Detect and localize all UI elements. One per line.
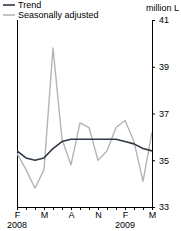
y-tick-mark: [152, 20, 155, 21]
y-tick: 37: [152, 109, 169, 119]
x-tick-label: N: [95, 210, 102, 220]
frame-line: [17, 20, 18, 207]
x-tick: F: [15, 207, 21, 220]
y-axis: 33 35 37 39 41: [152, 15, 169, 212]
x-tick-mark: [80, 207, 81, 210]
y-tick: 41: [152, 15, 169, 25]
y-axis-label: million L: [146, 3, 179, 13]
y-tick-label: 33: [159, 202, 169, 212]
x-tick: M: [41, 207, 49, 220]
x-tick-mark: [116, 207, 117, 210]
x-tick-label: F: [15, 210, 21, 220]
y-tick-mark: [152, 160, 155, 161]
x-axis: FMANFM: [15, 207, 157, 220]
y-tick: 35: [152, 156, 169, 166]
x-tick: F: [123, 207, 129, 220]
x-tick-label: M: [41, 210, 49, 220]
x-tick: [35, 207, 36, 210]
x-tick-mark: [26, 207, 27, 210]
x-tick-label: A: [68, 210, 74, 220]
x-axis-line: [18, 208, 153, 211]
x-tick-mark: [53, 207, 54, 210]
legend-swatch: [3, 14, 15, 16]
legend-swatch: [3, 4, 15, 6]
year-label: 2008: [7, 220, 27, 230]
x-tick-label: M: [149, 210, 157, 220]
y-tick-label: 35: [159, 156, 169, 166]
series-line: [17, 139, 152, 160]
x-tick-mark: [35, 207, 36, 210]
year-labels: 2008 2009: [7, 220, 135, 230]
x-tick: [134, 207, 135, 210]
series-line: [17, 48, 152, 188]
x-tick: [116, 207, 117, 210]
x-tick-mark: [107, 207, 108, 210]
x-tick: [62, 207, 63, 210]
legend-label: Seasonally adjusted: [18, 10, 99, 20]
plot-area: [17, 48, 152, 188]
x-tick: [26, 207, 27, 210]
y-axis-line: [153, 21, 156, 208]
y-tick-mark: [152, 114, 155, 115]
x-tick: [89, 207, 90, 210]
x-tick: [80, 207, 81, 210]
y-tick-label: 41: [159, 15, 169, 25]
legend-label: Trend: [18, 0, 41, 10]
y-tick-label: 39: [159, 62, 169, 72]
x-tick-mark: [143, 207, 144, 210]
chart: 33 35 37 39 41 F M A N F M 2008 2009 million L TrendSe…: [0, 0, 181, 231]
year-label: 2009: [115, 220, 135, 230]
x-tick-mark: [134, 207, 135, 210]
x-tick: N: [95, 207, 102, 220]
x-tick: M: [149, 207, 157, 220]
legend: TrendSeasonally adjusted: [3, 0, 99, 20]
y-tick-label: 37: [159, 109, 169, 119]
x-tick: A: [68, 207, 74, 220]
x-tick: [107, 207, 108, 210]
x-tick-mark: [62, 207, 63, 210]
x-tick-mark: [89, 207, 90, 210]
y-tick-mark: [152, 67, 155, 68]
y-tick: 39: [152, 62, 169, 72]
x-tick: [143, 207, 144, 210]
x-tick: [53, 207, 54, 210]
x-tick-label: F: [123, 210, 129, 220]
